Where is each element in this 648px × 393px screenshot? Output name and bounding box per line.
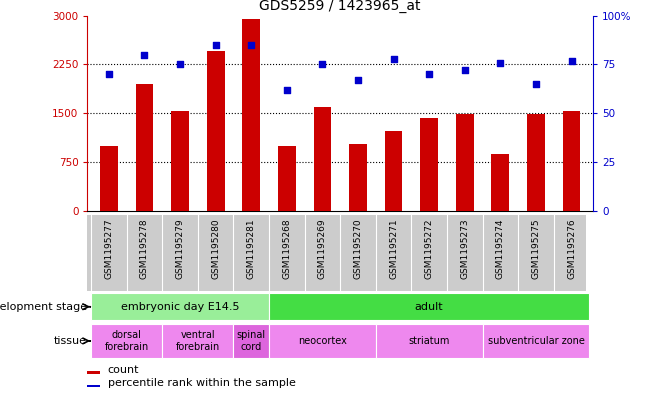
- Text: GSM1195279: GSM1195279: [176, 219, 185, 279]
- Bar: [385, 131, 402, 211]
- Bar: [135, 84, 154, 211]
- Bar: [456, 114, 474, 211]
- Bar: [278, 146, 295, 211]
- Text: spinal
cord: spinal cord: [237, 330, 266, 352]
- Bar: [491, 154, 509, 211]
- Point: [175, 61, 185, 68]
- Bar: [91, 294, 269, 320]
- Point: [388, 55, 399, 62]
- Text: GSM1195272: GSM1195272: [424, 219, 434, 279]
- Text: GSM1195275: GSM1195275: [531, 219, 540, 279]
- Bar: [421, 118, 438, 211]
- Text: GSM1195280: GSM1195280: [211, 219, 220, 279]
- Bar: [233, 324, 269, 358]
- Bar: [562, 111, 581, 211]
- Bar: [527, 114, 545, 211]
- Bar: [91, 324, 162, 358]
- Title: GDS5259 / 1423965_at: GDS5259 / 1423965_at: [259, 0, 421, 13]
- Bar: [483, 324, 590, 358]
- Bar: [376, 324, 483, 358]
- Text: GSM1195276: GSM1195276: [567, 219, 576, 279]
- Bar: [207, 51, 224, 211]
- Text: ventral
forebrain: ventral forebrain: [176, 330, 220, 352]
- Text: percentile rank within the sample: percentile rank within the sample: [108, 378, 295, 388]
- Bar: [162, 324, 233, 358]
- Point: [424, 71, 434, 77]
- Text: GSM1195270: GSM1195270: [354, 219, 362, 279]
- Text: GSM1195274: GSM1195274: [496, 219, 505, 279]
- Point: [531, 81, 541, 87]
- Text: dorsal
forebrain: dorsal forebrain: [104, 330, 149, 352]
- Text: adult: adult: [415, 302, 443, 312]
- Point: [104, 71, 114, 77]
- Point: [495, 59, 505, 66]
- Text: count: count: [108, 365, 139, 375]
- Text: GSM1195281: GSM1195281: [247, 219, 256, 279]
- Text: GSM1195269: GSM1195269: [318, 219, 327, 279]
- Text: subventricular zone: subventricular zone: [487, 336, 584, 346]
- Point: [246, 42, 257, 48]
- Text: development stage: development stage: [0, 302, 87, 312]
- Bar: [171, 111, 189, 211]
- Bar: [314, 107, 331, 211]
- Bar: [269, 294, 590, 320]
- Point: [459, 67, 470, 73]
- Bar: [87, 385, 100, 387]
- Point: [353, 77, 363, 83]
- Point: [566, 57, 577, 64]
- Text: striatum: striatum: [408, 336, 450, 346]
- Text: GSM1195271: GSM1195271: [389, 219, 398, 279]
- Bar: [242, 19, 260, 211]
- Bar: [349, 144, 367, 211]
- Text: neocortex: neocortex: [298, 336, 347, 346]
- Text: GSM1195268: GSM1195268: [283, 219, 292, 279]
- Point: [318, 61, 328, 68]
- Point: [211, 42, 221, 48]
- Text: GSM1195277: GSM1195277: [104, 219, 113, 279]
- Bar: [100, 146, 118, 211]
- Text: tissue: tissue: [54, 336, 87, 346]
- Text: embryonic day E14.5: embryonic day E14.5: [121, 302, 239, 312]
- Point: [282, 86, 292, 93]
- Bar: [269, 324, 376, 358]
- Text: GSM1195273: GSM1195273: [460, 219, 469, 279]
- Bar: [87, 371, 100, 374]
- Text: GSM1195278: GSM1195278: [140, 219, 149, 279]
- Point: [139, 51, 150, 58]
